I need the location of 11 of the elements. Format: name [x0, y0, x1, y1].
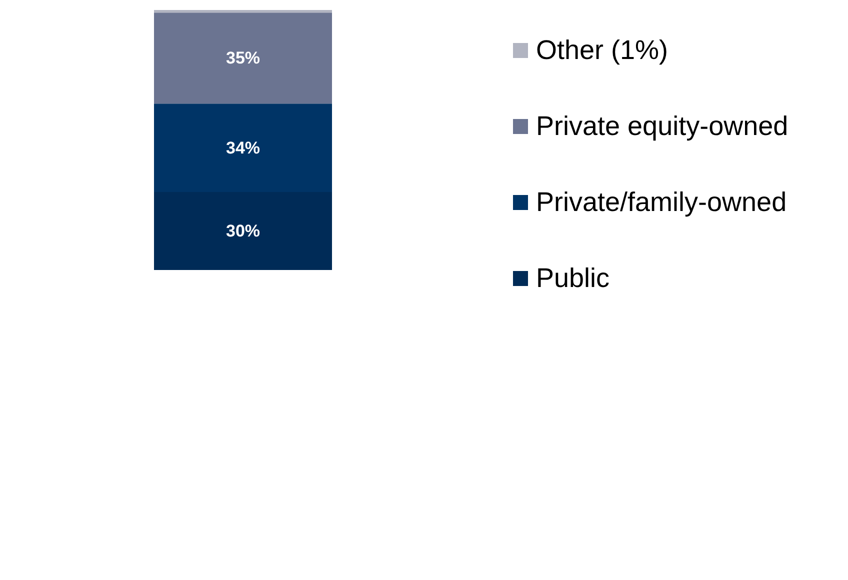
- data-label: 30%: [226, 222, 260, 240]
- legend-label: Other (1%): [536, 34, 668, 66]
- bar: [154, 192, 332, 270]
- data-label: 34%: [226, 138, 260, 158]
- data-label: 35%: [226, 48, 260, 68]
- bar: [154, 12, 332, 104]
- bar: [154, 104, 332, 192]
- bar: [154, 10, 332, 13]
- legend-label: Private equity-owned: [536, 110, 788, 142]
- legend-label: Public: [536, 262, 610, 294]
- legend-label: Private/family-owned: [536, 186, 787, 218]
